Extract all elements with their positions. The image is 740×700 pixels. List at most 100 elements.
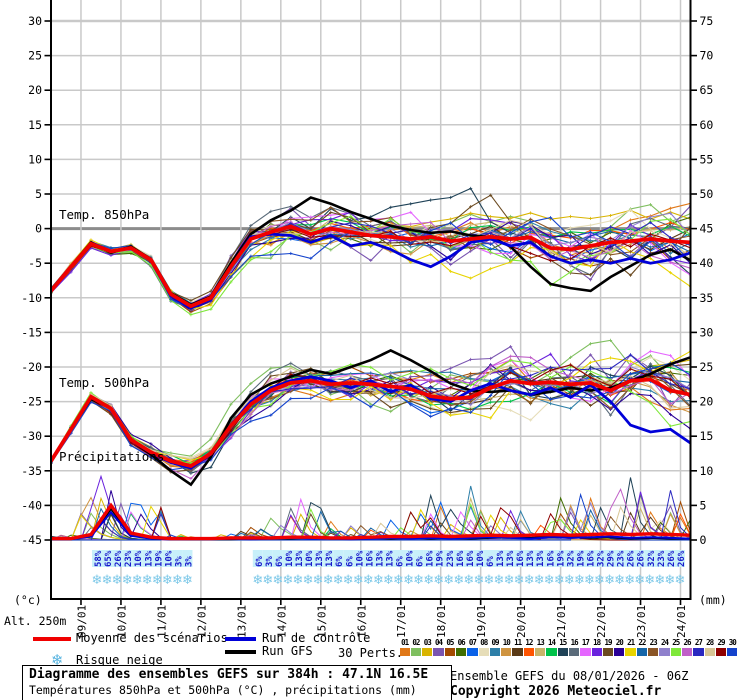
snow-risk-pct: 10% [355,550,365,567]
snow-risk-pct: 10% [134,550,144,567]
pert-color-swatch [433,648,444,656]
pert-number: 01 [401,638,409,647]
pert-color-swatch [489,648,501,656]
snow-flake: ❄ [624,573,635,588]
left-tick-label: -15 [21,325,42,339]
mean-legend-swatch [33,637,71,641]
main-runs [51,196,691,541]
snow-flake: ❄ [403,573,414,588]
snow-flake: ❄ [664,573,675,588]
snow-risk-pct: 13% [325,550,335,567]
right-tick-label: 25 [700,360,714,374]
snow-risk-pct: 29% [607,550,617,567]
run-info: Ensemble GEFS du 08/01/2026 - 06Z [450,669,689,683]
snow-flake: ❄ [413,573,424,588]
right-tick-label: 60 [700,118,714,132]
snow-flake: ❄ [373,573,384,588]
snow-risk-pct: 13% [375,550,385,567]
pert-color-swatch [535,648,546,656]
snow-flake: ❄ [92,573,103,588]
pert-20: 20 [614,638,625,656]
panel-label-500: Temp. 500hPa [59,375,149,390]
date-label: 09/01 [75,605,88,638]
pert-color-swatch [636,648,648,656]
snow-risk-pct: 6% [486,556,496,567]
snowflake-icon: ❄ [51,651,64,669]
pert-10: 10 [501,638,512,656]
right-tick-label: 20 [700,395,714,409]
left-tick-label: 25 [28,49,42,63]
pert-color-swatch [467,648,478,656]
date-label: 10/01 [115,605,128,638]
snow-risk-pct: 26% [677,550,687,567]
snow-flake: ❄ [604,573,615,588]
pert-number: 07 [468,638,477,647]
right-tick-label: 30 [700,325,714,339]
snow-risk-pct: 10% [305,550,315,567]
pert-number: 08 [480,638,488,647]
snow-flake: ❄ [303,573,314,588]
snow-flake: ❄ [473,573,484,588]
snow-risk-pct: 19% [154,550,164,567]
pert-color-swatch [455,648,467,656]
snow-flake: ❄ [674,573,685,588]
snow-risk-pct: 19% [436,550,446,567]
snow-flake: ❄ [363,573,374,588]
pert-color-swatch [591,648,602,656]
snow-flake: ❄ [463,573,474,588]
snow-flake: ❄ [262,573,273,588]
pert-15: 15 [557,638,568,656]
snow-flake: ❄ [654,573,665,588]
pert-color-swatch [523,648,535,656]
snow-flake: ❄ [443,573,454,588]
pert-color-swatch [501,648,512,656]
date-label: 18/01 [435,605,448,638]
snow-risk-pct: 16% [586,550,596,567]
pert-18: 18 [591,638,602,656]
left-tick-label: -45 [21,533,42,547]
pert-number: 04 [435,638,443,647]
pert-number: 15 [559,638,567,647]
snow-flake: ❄ [142,573,153,588]
pert-color-swatch [614,648,625,656]
pert-color-swatch [568,648,580,656]
pert-12: 12 [523,638,535,656]
pert-color-swatch [602,648,614,656]
snow-risk-pct: 10% [476,550,486,567]
pert-color-swatch [670,648,681,656]
snow-flake: ❄ [313,573,324,588]
left-tick-label: 20 [28,83,42,97]
snow-flake: ❄ [393,573,404,588]
left-tick-label: -30 [21,429,42,443]
snow-flake: ❄ [252,573,263,588]
snow-risk-pct: 10% [406,550,416,567]
right-tick-label: 70 [700,49,714,63]
date-label: 11/01 [155,605,168,638]
pert-number: 23 [649,638,658,647]
pert-color-swatch [648,648,659,656]
snow-flake: ❄ [132,573,143,588]
pert-number: 25 [672,638,680,647]
pert-number: 20 [615,638,624,647]
pert-29: 29 [715,638,727,656]
snow-flake: ❄ [534,573,545,588]
snow-risk-pct: 3% [184,556,194,567]
gfs-500-line [51,348,691,487]
right-tick-label: 75 [700,14,714,28]
snow-flake: ❄ [574,573,585,588]
left-tick-label: -40 [21,498,42,512]
mean-500-line [51,377,691,469]
pert-number: 30 [728,638,737,647]
pert-30: 30 [727,638,738,656]
title-box: Diagramme des ensembles GEFS sur 384h : … [22,665,452,700]
pert-color-swatch [478,648,489,656]
perturbation-legend: 01 02 03 04 05 06 07 08 09 10 11 12 13 14 15 16 17 18 19 20… [399,638,738,656]
left-tick-label: -35 [21,464,42,478]
snow-risk-pct: 23% [657,550,667,567]
date-label: 23/01 [635,605,648,638]
snow-flake: ❄ [594,573,605,588]
snow-risk-pct: 13% [315,550,325,567]
pert-27: 27 [693,638,704,656]
snow-flake: ❄ [423,573,434,588]
snow-risk-pct: 6% [255,556,265,567]
